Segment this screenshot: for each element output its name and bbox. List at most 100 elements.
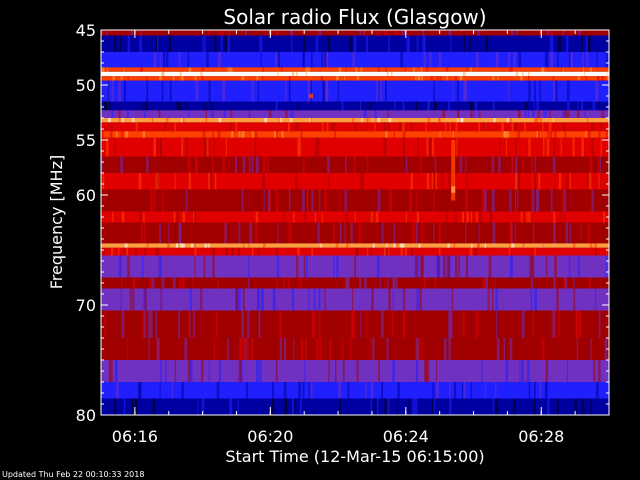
band-texture <box>448 310 451 338</box>
band-texture <box>569 30 573 36</box>
band-texture <box>576 110 580 118</box>
band-texture <box>326 122 329 132</box>
band-texture <box>287 277 290 289</box>
band-texture <box>116 360 118 382</box>
band-texture <box>420 156 422 173</box>
band-texture <box>116 382 119 399</box>
band-texture <box>605 52 608 68</box>
band-texture <box>426 137 429 157</box>
band-texture <box>212 247 216 256</box>
band-texture <box>601 76 604 81</box>
band-texture <box>492 398 494 415</box>
band-texture <box>398 122 402 132</box>
band-texture <box>350 338 352 360</box>
band-texture <box>395 277 398 289</box>
band-texture <box>300 131 303 138</box>
band-texture <box>279 310 282 338</box>
band-texture <box>146 156 149 173</box>
band-texture <box>331 122 335 132</box>
band-texture <box>448 101 451 111</box>
band-texture <box>444 122 447 132</box>
band-texture <box>222 80 226 102</box>
band-texture <box>282 277 285 289</box>
band-texture <box>118 255 122 278</box>
band-texture <box>106 67 109 72</box>
band-texture <box>532 310 534 338</box>
band-texture <box>402 30 406 36</box>
band-texture <box>402 101 405 111</box>
band-texture <box>134 247 137 256</box>
band-texture <box>405 71 409 77</box>
y-tick-label: 80 <box>76 406 96 425</box>
band-texture <box>324 189 327 212</box>
band-texture <box>160 52 162 68</box>
band-texture <box>127 338 129 360</box>
band-texture <box>509 243 511 248</box>
band-texture <box>590 122 594 132</box>
band-texture <box>566 80 570 102</box>
band-texture <box>584 110 586 118</box>
band-texture <box>481 360 483 382</box>
band-texture <box>542 122 544 132</box>
band-texture <box>491 288 494 311</box>
band-texture <box>552 222 556 244</box>
band-texture <box>224 35 228 52</box>
band-texture <box>179 101 182 111</box>
band-texture <box>549 110 551 118</box>
band-texture <box>392 310 394 338</box>
band-texture <box>545 71 548 77</box>
band-texture <box>395 71 398 77</box>
band-texture <box>161 80 164 102</box>
band-texture <box>288 222 292 244</box>
band-texture <box>110 247 114 256</box>
band-texture <box>425 122 427 132</box>
band-texture <box>560 137 562 157</box>
band-texture <box>200 71 203 77</box>
frequency-band <box>101 222 609 244</box>
band-texture <box>280 118 283 123</box>
band-texture <box>492 76 495 81</box>
band-texture <box>354 211 356 223</box>
band-texture <box>546 52 549 68</box>
band-texture <box>436 255 440 278</box>
band-texture <box>532 222 535 244</box>
band-texture <box>562 67 564 72</box>
band-texture <box>150 189 153 212</box>
band-texture <box>352 52 355 68</box>
band-texture <box>185 101 187 111</box>
band-texture <box>481 189 485 212</box>
band-texture <box>457 80 459 102</box>
band-texture <box>427 67 429 72</box>
band-texture <box>241 76 245 81</box>
band-texture <box>160 360 162 382</box>
band-texture <box>279 338 282 360</box>
band-texture <box>564 110 567 118</box>
band-texture <box>492 101 495 111</box>
band-texture <box>235 122 238 132</box>
band-texture <box>517 131 521 138</box>
band-texture <box>283 211 286 223</box>
y-tick-labels: 45 50 55 60 70 80 <box>76 21 96 425</box>
band-texture <box>503 338 506 360</box>
band-texture <box>417 71 421 77</box>
band-texture <box>152 398 156 415</box>
band-texture <box>485 35 489 52</box>
band-texture <box>213 338 216 360</box>
band-texture <box>534 80 536 102</box>
band-texture <box>411 222 415 244</box>
band-texture <box>470 211 473 223</box>
band-texture <box>442 110 444 118</box>
band-texture <box>585 131 587 138</box>
band-texture <box>254 137 257 157</box>
band-texture <box>276 255 280 278</box>
band-texture <box>288 189 291 212</box>
band-texture <box>334 131 337 138</box>
band-texture <box>599 156 602 173</box>
band-texture <box>310 118 312 123</box>
x-tick-label: 06:16 <box>112 427 158 446</box>
band-texture <box>159 137 162 157</box>
band-texture <box>592 101 596 111</box>
band-texture <box>433 80 435 102</box>
band-texture <box>536 101 539 111</box>
band-texture <box>268 110 272 118</box>
